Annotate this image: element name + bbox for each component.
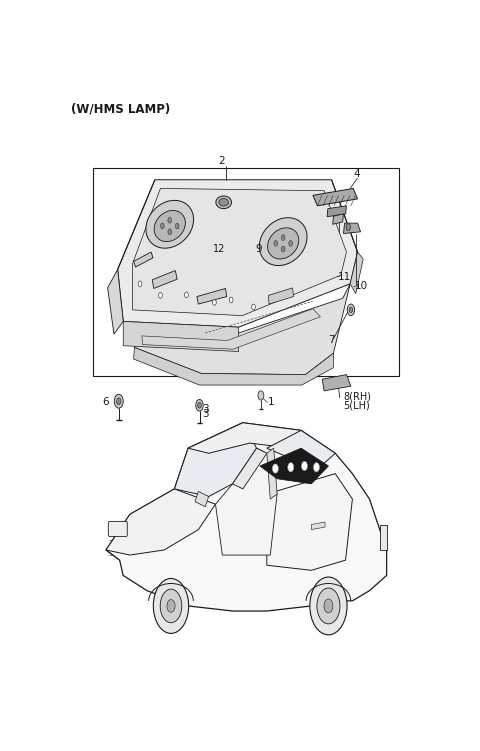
Text: 2: 2	[218, 155, 225, 166]
Circle shape	[138, 281, 142, 287]
Ellipse shape	[310, 577, 347, 635]
Polygon shape	[142, 309, 321, 349]
Circle shape	[346, 224, 350, 231]
Circle shape	[158, 292, 162, 298]
Ellipse shape	[219, 198, 228, 206]
Polygon shape	[268, 288, 294, 304]
Polygon shape	[134, 284, 350, 375]
Ellipse shape	[146, 201, 193, 249]
Text: 3: 3	[203, 409, 209, 419]
Text: (W/HMS LAMP): (W/HMS LAMP)	[71, 103, 170, 116]
Polygon shape	[118, 179, 358, 327]
Circle shape	[288, 463, 294, 472]
Polygon shape	[267, 448, 277, 499]
Circle shape	[160, 223, 164, 229]
Ellipse shape	[153, 578, 189, 633]
Polygon shape	[133, 252, 153, 267]
FancyBboxPatch shape	[108, 521, 127, 536]
Polygon shape	[106, 489, 216, 555]
Polygon shape	[197, 288, 227, 304]
Text: 4: 4	[354, 169, 360, 179]
Polygon shape	[108, 270, 123, 334]
Circle shape	[114, 394, 123, 409]
Polygon shape	[233, 448, 267, 489]
Polygon shape	[312, 522, 325, 529]
Circle shape	[349, 307, 353, 312]
Bar	[94, 168, 398, 376]
Circle shape	[168, 217, 172, 223]
Ellipse shape	[259, 218, 307, 266]
Circle shape	[347, 304, 355, 315]
Polygon shape	[327, 206, 347, 217]
Text: 3: 3	[203, 404, 209, 415]
Circle shape	[273, 464, 278, 473]
Polygon shape	[380, 524, 386, 550]
Polygon shape	[152, 270, 177, 288]
Polygon shape	[174, 423, 257, 496]
Polygon shape	[267, 474, 352, 570]
Polygon shape	[188, 423, 301, 454]
Polygon shape	[216, 448, 277, 555]
Text: 12: 12	[213, 243, 226, 254]
Polygon shape	[313, 189, 358, 206]
Text: 5(LH): 5(LH)	[344, 400, 370, 410]
Circle shape	[196, 400, 203, 411]
Circle shape	[252, 304, 255, 310]
Text: 9: 9	[255, 243, 262, 254]
Text: 8(RH): 8(RH)	[344, 391, 372, 402]
Circle shape	[313, 463, 319, 472]
Circle shape	[274, 240, 277, 246]
Ellipse shape	[160, 590, 182, 623]
Polygon shape	[132, 189, 347, 315]
Polygon shape	[322, 375, 351, 391]
Polygon shape	[123, 321, 239, 351]
Circle shape	[175, 223, 179, 229]
Polygon shape	[106, 423, 386, 611]
Text: 10: 10	[355, 281, 368, 291]
Ellipse shape	[154, 210, 185, 242]
Circle shape	[168, 229, 172, 234]
Circle shape	[301, 461, 308, 471]
Ellipse shape	[317, 588, 340, 624]
Polygon shape	[333, 214, 344, 225]
Text: 7: 7	[328, 335, 335, 345]
Polygon shape	[350, 252, 363, 294]
Ellipse shape	[268, 228, 299, 259]
Circle shape	[185, 292, 188, 297]
Circle shape	[213, 300, 216, 305]
Circle shape	[258, 391, 264, 400]
Ellipse shape	[167, 599, 175, 612]
Circle shape	[198, 403, 202, 409]
Circle shape	[289, 240, 292, 246]
Polygon shape	[344, 223, 360, 234]
Ellipse shape	[216, 196, 231, 209]
Circle shape	[281, 246, 285, 252]
Circle shape	[229, 297, 233, 303]
Polygon shape	[195, 491, 209, 507]
Polygon shape	[260, 448, 328, 484]
Text: 1: 1	[267, 397, 274, 407]
Polygon shape	[133, 348, 334, 385]
Text: 6: 6	[102, 397, 109, 407]
Ellipse shape	[324, 599, 333, 613]
Text: 11: 11	[338, 273, 351, 282]
Circle shape	[117, 398, 121, 405]
Circle shape	[281, 234, 285, 240]
Polygon shape	[267, 430, 335, 469]
